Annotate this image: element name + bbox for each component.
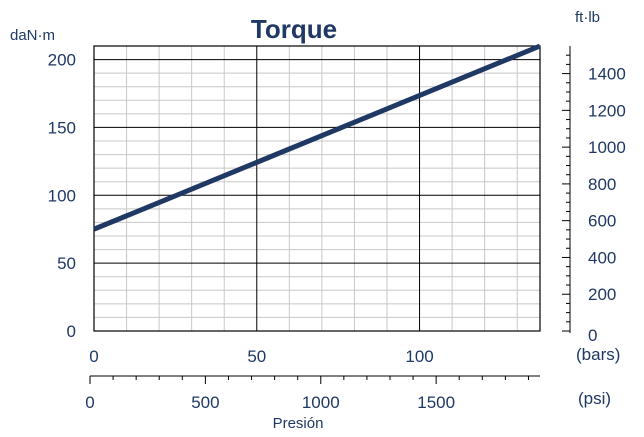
y-left-tick-label: 0 (67, 322, 76, 341)
y-left-tick-label: 200 (48, 51, 76, 70)
chart-title: Torque (251, 14, 337, 44)
x-bars-tick-label: 100 (405, 347, 433, 366)
y-right-tick-label: 600 (588, 212, 616, 231)
grid (94, 45, 540, 331)
y-right-unit-label: ft·lb (575, 9, 600, 26)
series (93, 43, 541, 232)
x-bars-tick-label: 0 (89, 347, 98, 366)
y-left-tick-label: 50 (57, 254, 76, 273)
y-right-tick-label: 200 (588, 285, 616, 304)
y-left-unit-label: daN·m (10, 27, 55, 44)
x-bars-unit-label: (bars) (576, 345, 620, 364)
x-bars-tick-label: 50 (247, 347, 266, 366)
x-psi-tick-label: 500 (191, 393, 219, 412)
plot-frame (93, 45, 541, 332)
x-axis-label: Presión (273, 415, 324, 432)
x-psi-tick-label: 1000 (302, 393, 340, 412)
y-right-tick-label: 1000 (588, 138, 626, 157)
torque-line (93, 43, 541, 232)
y-right-tick-label: 1400 (588, 65, 626, 84)
axes (89, 45, 571, 384)
y-right-tick-label: 0 (588, 326, 597, 345)
y-right-tick-label: 400 (588, 248, 616, 267)
x-psi-unit-label: (psi) (578, 389, 611, 408)
labels: Torque daN·m ft·lb (bars) (psi) Presión … (10, 9, 626, 432)
y-right-tick-label: 800 (588, 175, 616, 194)
y-left-tick-label: 100 (48, 186, 76, 205)
x-psi-tick-label: 1500 (417, 393, 455, 412)
x-psi-tick-label: 0 (85, 393, 94, 412)
y-right-tick-label: 1200 (588, 101, 626, 120)
y-left-tick-label: 150 (48, 118, 76, 137)
